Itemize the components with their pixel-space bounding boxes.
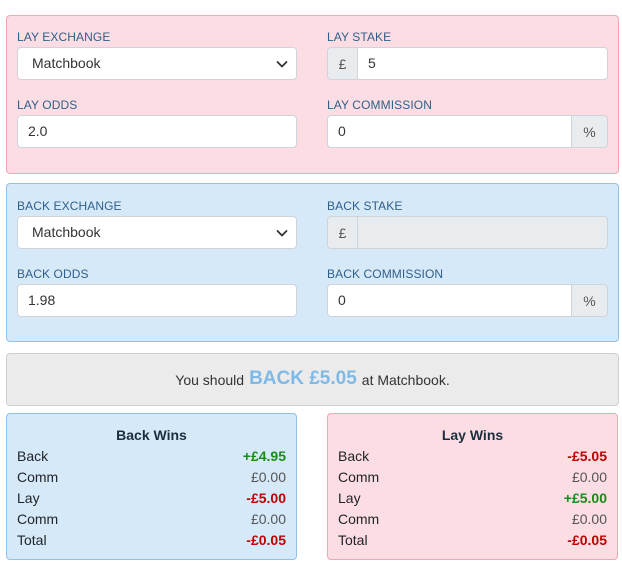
result-row-total: Total -£0.05: [17, 532, 286, 550]
back-wins-card: Back Wins Back +£4.95 Comm £0.00 Lay -£5…: [6, 413, 297, 560]
lay-stake-input[interactable]: 5: [357, 47, 608, 80]
lay-odds-input[interactable]: 2.0: [17, 115, 297, 148]
result-row: Comm £0.00: [17, 469, 286, 487]
result-row: Back +£4.95: [17, 448, 286, 466]
pound-currency-addon: £: [327, 216, 357, 249]
result-row-value: -£0.05: [246, 532, 286, 548]
result-row-value: £0.00: [250, 469, 286, 485]
advice-banner: You should BACK £5.05 at Matchbook.: [6, 353, 619, 406]
advice-suffix: at Matchbook.: [361, 371, 450, 388]
chevron-down-icon: [276, 48, 288, 79]
result-row-value: £0.00: [571, 469, 607, 485]
back-stake-label: BACK STAKE: [327, 199, 403, 213]
pound-currency-addon: £: [327, 47, 357, 80]
result-row-label: Back: [17, 448, 49, 464]
percent-addon: %: [572, 284, 608, 317]
lay-panel: LAY EXCHANGE Matchbook LAY STAKE £ 5 LAY…: [6, 15, 619, 174]
back-commission-label: BACK COMMISSION: [327, 267, 444, 281]
result-row-label: Back: [338, 448, 370, 464]
result-row-label: Comm: [338, 511, 380, 527]
lay-exchange-select[interactable]: Matchbook: [17, 47, 297, 80]
result-row-value: £0.00: [571, 511, 607, 527]
result-row-label: Total: [17, 532, 47, 548]
lay-exchange-value: Matchbook: [32, 55, 101, 71]
result-row: Comm £0.00: [338, 469, 607, 487]
lay-wins-card: Lay Wins Back -£5.05 Comm £0.00 Lay +£5.…: [327, 413, 618, 560]
lay-exchange-label: LAY EXCHANGE: [17, 30, 111, 44]
back-exchange-select[interactable]: Matchbook: [17, 216, 297, 249]
result-row-value: £0.00: [250, 511, 286, 527]
back-wins-title: Back Wins: [116, 427, 187, 443]
result-row: Comm £0.00: [17, 511, 286, 529]
result-row-value: +£4.95: [242, 448, 286, 464]
back-commission-group: 0 %: [327, 284, 608, 317]
result-row-value: -£5.05: [567, 448, 607, 464]
result-row-label: Lay: [338, 490, 361, 506]
back-odds-label: BACK ODDS: [17, 267, 89, 281]
advice-prefix: You should: [175, 371, 245, 388]
advice-action: BACK £5.05: [249, 367, 357, 389]
percent-addon: %: [572, 115, 608, 148]
result-row: Lay -£5.00: [17, 490, 286, 508]
result-row-value: -£0.05: [567, 532, 607, 548]
back-stake-group: £: [327, 216, 608, 249]
lay-wins-title: Lay Wins: [441, 427, 504, 443]
result-row-label: Comm: [17, 511, 59, 527]
lay-odds-label: LAY ODDS: [17, 98, 78, 112]
back-odds-input[interactable]: 1.98: [17, 284, 297, 317]
lay-commission-group: 0 %: [327, 115, 608, 148]
result-row-label: Comm: [338, 469, 380, 485]
result-row-value: +£5.00: [563, 490, 607, 506]
back-commission-input[interactable]: 0: [327, 284, 572, 317]
result-row-total: Total -£0.05: [338, 532, 607, 550]
result-row: Lay +£5.00: [338, 490, 607, 508]
lay-commission-input[interactable]: 0: [327, 115, 572, 148]
result-row: Back -£5.05: [338, 448, 607, 466]
result-row-label: Lay: [17, 490, 40, 506]
lay-stake-group: £ 5: [327, 47, 608, 80]
back-stake-input: [357, 216, 608, 249]
lay-stake-label: LAY STAKE: [327, 30, 392, 44]
result-row-value: -£5.00: [246, 490, 286, 506]
result-row: Comm £0.00: [338, 511, 607, 529]
result-row-label: Comm: [17, 469, 59, 485]
back-panel: BACK EXCHANGE Matchbook BACK STAKE £ BAC…: [6, 183, 619, 342]
result-row-label: Total: [338, 532, 368, 548]
chevron-down-icon: [276, 217, 288, 248]
lay-commission-label: LAY COMMISSION: [327, 98, 432, 112]
back-exchange-label: BACK EXCHANGE: [17, 199, 122, 213]
back-exchange-value: Matchbook: [32, 224, 101, 240]
